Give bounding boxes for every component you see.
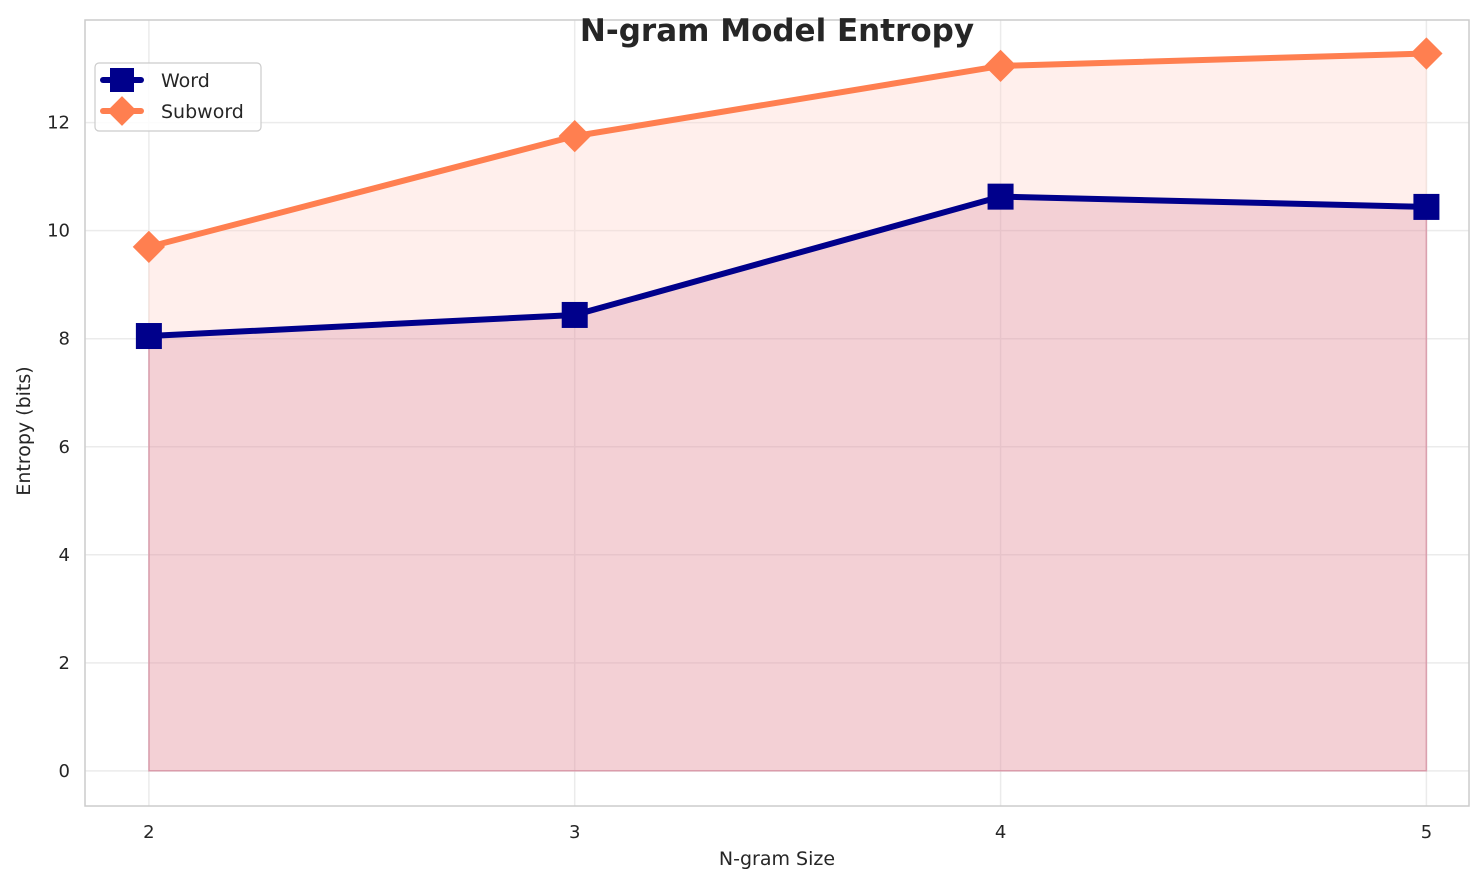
marker-word xyxy=(987,183,1014,210)
marker-word xyxy=(135,323,162,350)
y-axis-label: Entropy (bits) xyxy=(13,366,35,495)
legend-swatch-marker-subword xyxy=(107,96,137,126)
chart-title: N-gram Model Entropy xyxy=(580,13,974,49)
series-line-subword xyxy=(145,50,1430,250)
x-axis-label: N-gram Size xyxy=(719,848,835,870)
y-tick-label: 8 xyxy=(59,329,70,350)
x-tick-label: 3 xyxy=(569,822,580,843)
marker-subword xyxy=(1410,37,1443,70)
marker-subword xyxy=(132,230,165,264)
legend: Word Subword xyxy=(94,62,262,132)
x-tick-label: 2 xyxy=(143,822,154,843)
marker-word xyxy=(1413,193,1440,220)
y-tick-labels: 0 2 4 6 8 10 12 xyxy=(47,113,70,782)
y-tick-label: 2 xyxy=(59,653,70,674)
y-tick-label: 4 xyxy=(59,545,70,566)
marker-subword xyxy=(558,120,591,153)
series-lines xyxy=(145,50,1430,340)
legend-label-word: Word xyxy=(161,70,210,92)
grid xyxy=(85,20,1469,806)
legend-swatch-marker-word xyxy=(110,68,134,92)
x-tick-label: 5 xyxy=(1421,822,1432,843)
legend-label-subword: Subword xyxy=(161,101,244,123)
series-line-word xyxy=(145,193,1430,340)
y-tick-label: 6 xyxy=(59,437,70,458)
x-tick-label: 4 xyxy=(995,822,1006,843)
series-markers xyxy=(132,37,1443,350)
marker-word xyxy=(561,301,588,328)
y-tick-label: 10 xyxy=(47,221,70,242)
plot-frame xyxy=(84,19,1470,807)
area-fills xyxy=(148,52,1428,772)
x-tick-labels: 2 3 4 5 xyxy=(143,822,1432,843)
marker-subword xyxy=(984,49,1017,83)
y-tick-label: 12 xyxy=(47,113,70,134)
y-tick-label: 0 xyxy=(59,761,70,782)
